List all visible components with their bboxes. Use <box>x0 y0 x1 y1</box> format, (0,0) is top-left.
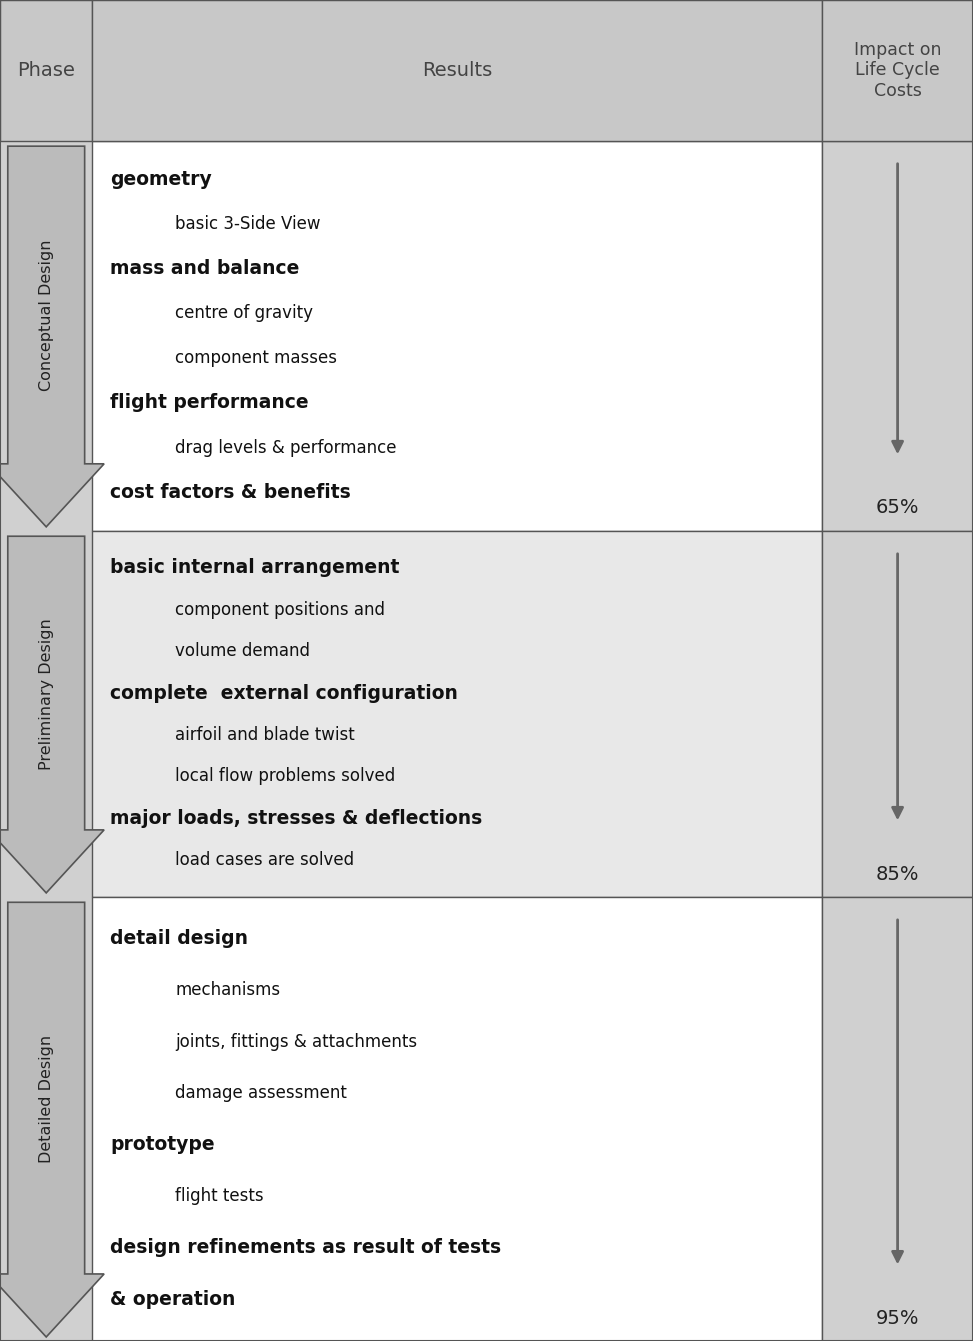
Bar <box>0 531 92 897</box>
Text: prototype: prototype <box>110 1136 215 1155</box>
Text: geometry: geometry <box>110 170 212 189</box>
Text: Conceptual Design: Conceptual Design <box>39 240 54 392</box>
Text: Preliminary Design: Preliminary Design <box>39 618 54 770</box>
Bar <box>822 0 973 141</box>
Bar <box>822 531 973 897</box>
Bar <box>822 141 973 531</box>
Bar <box>0 897 92 1341</box>
Text: mass and balance: mass and balance <box>110 259 300 278</box>
Text: flight tests: flight tests <box>175 1187 264 1206</box>
Text: cost factors & benefits: cost factors & benefits <box>110 483 350 502</box>
Text: Phase: Phase <box>18 60 75 80</box>
Text: 85%: 85% <box>876 865 919 884</box>
Text: design refinements as result of tests: design refinements as result of tests <box>110 1238 501 1257</box>
Text: & operation: & operation <box>110 1290 235 1309</box>
Text: mechanisms: mechanisms <box>175 982 280 999</box>
Text: Results: Results <box>422 60 492 80</box>
Text: component masses: component masses <box>175 349 337 367</box>
Text: 65%: 65% <box>876 499 919 518</box>
Text: airfoil and blade twist: airfoil and blade twist <box>175 725 355 744</box>
Bar <box>0 141 92 531</box>
Bar <box>92 0 822 141</box>
Polygon shape <box>0 536 104 893</box>
Bar <box>92 531 822 897</box>
Bar <box>822 897 973 1341</box>
Text: flight performance: flight performance <box>110 393 308 413</box>
Text: Detailed Design: Detailed Design <box>39 1035 54 1163</box>
Text: Impact on
Life Cycle
Costs: Impact on Life Cycle Costs <box>854 40 941 101</box>
Text: detail design: detail design <box>110 929 248 948</box>
Text: load cases are solved: load cases are solved <box>175 852 354 869</box>
Text: volume demand: volume demand <box>175 642 310 660</box>
Text: damage assessment: damage assessment <box>175 1085 347 1102</box>
Bar <box>92 141 822 531</box>
Bar <box>0 0 92 141</box>
Bar <box>92 897 822 1341</box>
Polygon shape <box>0 146 104 527</box>
Text: major loads, stresses & deflections: major loads, stresses & deflections <box>110 809 483 827</box>
Text: 95%: 95% <box>876 1309 919 1328</box>
Text: complete  external configuration: complete external configuration <box>110 684 458 703</box>
Text: drag levels & performance: drag levels & performance <box>175 439 397 457</box>
Text: joints, fittings & attachments: joints, fittings & attachments <box>175 1033 417 1051</box>
Text: basic 3-Side View: basic 3-Side View <box>175 215 321 233</box>
Text: local flow problems solved: local flow problems solved <box>175 767 395 786</box>
Text: centre of gravity: centre of gravity <box>175 304 313 322</box>
Polygon shape <box>0 902 104 1337</box>
Text: component positions and: component positions and <box>175 601 385 618</box>
Text: basic internal arrangement: basic internal arrangement <box>110 558 399 578</box>
